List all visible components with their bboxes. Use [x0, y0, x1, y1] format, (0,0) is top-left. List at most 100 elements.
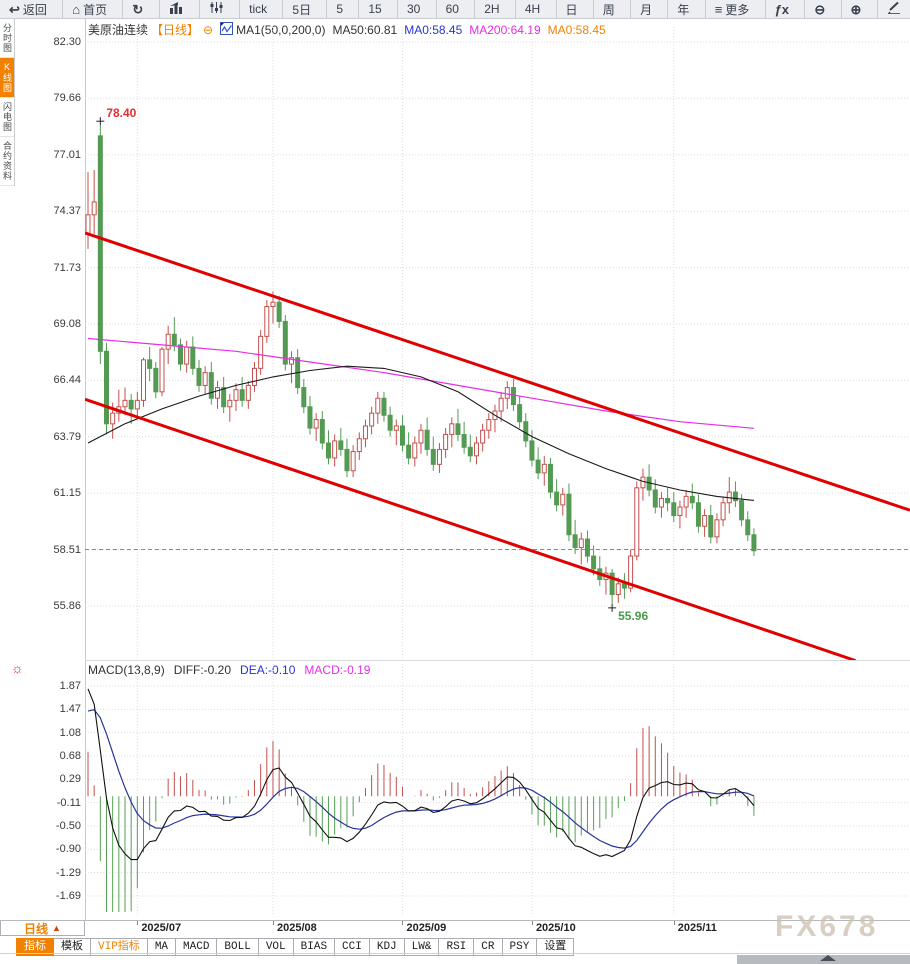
scrollbar-up-arrow-icon[interactable]: [820, 955, 836, 961]
diff-line: [87, 688, 755, 861]
sidebar-item-contract-info[interactable]: 合约资料: [0, 137, 14, 186]
svg-text:55.96: 55.96: [618, 609, 648, 623]
toolbar-button-2h[interactable]: 2H: [474, 0, 508, 18]
period-selector[interactable]: 日线 ▲: [0, 921, 85, 936]
indicator-tab-ma[interactable]: MA: [146, 938, 177, 956]
period-arrow-icon: ▲: [52, 923, 61, 933]
macd-indicator-chart[interactable]: [85, 660, 910, 920]
price-axis-label: 82.30: [53, 36, 81, 48]
macd-axis-label: -1.69: [55, 889, 81, 902]
toolbar-button-zoom-out[interactable]: ⊖: [804, 0, 834, 18]
more-icon: ≡: [714, 1, 723, 17]
indicator-tab-指标[interactable]: 指标: [16, 938, 54, 956]
toolbar-button-fx[interactable]: ƒx: [764, 0, 798, 18]
sidebar-item-kline[interactable]: K线图: [0, 58, 14, 98]
toolbar-button-back[interactable]: ↩ 返回: [0, 0, 56, 18]
month-tick: [137, 921, 139, 925]
toolbar-label: 周: [602, 2, 615, 17]
ma-params: MA1(50,0,200,0): [236, 22, 326, 37]
macd-chart-pane[interactable]: [85, 660, 910, 925]
macd-dea-value: DEA:-0.10: [240, 663, 296, 677]
toolbar-label: 60: [445, 2, 459, 16]
indicator-tab-cr[interactable]: CR: [473, 938, 503, 956]
toolbar-button-5[interactable]: 5: [326, 0, 352, 18]
toolbar-button-zoom-in[interactable]: ⊕: [840, 0, 871, 18]
price-axis-label: 61.15: [53, 487, 81, 500]
pencil-icon: [887, 1, 901, 17]
indicator-tab-lw&[interactable]: LW&: [403, 938, 440, 956]
ma-mini-chart-icon: [220, 21, 234, 38]
toolbar-button-refresh[interactable]: ↻: [122, 0, 152, 18]
macd-header: MACD(13,8,9) DIFF:-0.20 DEA:-0.10 MACD:-…: [88, 663, 370, 677]
bottom-divider: [0, 953, 910, 954]
price-axis-label: 77.01: [53, 148, 81, 161]
symbol-name: 美原油连续: [88, 23, 149, 37]
toolbar-button-30[interactable]: 30: [396, 0, 429, 18]
price-axis-label: 63.79: [53, 430, 81, 443]
toolbar-label: 30: [406, 2, 421, 16]
sidebar-item-lightning[interactable]: 闪电图: [0, 98, 14, 137]
month-label: 2025/08: [276, 922, 317, 934]
toolbar-button-month[interactable]: 月: [630, 0, 661, 18]
indicator-tab-cci[interactable]: CCI: [334, 938, 370, 956]
trend-channel-line[interactable]: [84, 397, 857, 663]
price-axis-label: 66.44: [53, 374, 81, 387]
indicator-tab-psy[interactable]: PSY: [501, 938, 538, 956]
toolbar-button-indicator-settings[interactable]: [198, 0, 233, 18]
price-axis-label: 74.37: [53, 205, 81, 218]
ma200-value: MA200:64.19: [469, 22, 541, 37]
toolbar-label: tick: [249, 2, 268, 16]
toolbar-button-tick[interactable]: tick: [239, 0, 276, 18]
toolbar-button-more[interactable]: ≡ 更多: [704, 0, 759, 18]
macd-axis-label: -0.90: [55, 843, 81, 856]
macd-axis-label: 0.29: [59, 773, 81, 786]
trend-channel-line[interactable]: [84, 231, 910, 512]
dea-line: [87, 709, 755, 849]
macd-axis-label: -0.50: [55, 819, 81, 832]
toolbar-button-year[interactable]: 年: [667, 0, 698, 18]
x-axis: 2025/07 2025/08 2025/09 2025/10 2025/11: [0, 921, 910, 936]
toolbar-button-home[interactable]: ⌂ 首页: [62, 0, 116, 18]
low-price-marker: 55.96: [608, 603, 648, 623]
chart-type-sidebar: 分时图 K线图 闪电图 合约资料: [0, 19, 15, 186]
toolbar-label: 返回: [22, 2, 47, 17]
toolbar-button-day[interactable]: 日: [555, 0, 587, 18]
toolbar-label: 15: [368, 2, 382, 16]
svg-text:78.40: 78.40: [106, 106, 136, 120]
month-tick: [402, 921, 404, 925]
indicator-tab-rsi[interactable]: RSI: [438, 938, 475, 956]
toolbar-button-5d[interactable]: 5日: [282, 0, 320, 18]
price-chart-pane[interactable]: 78.40 55.96: [84, 19, 910, 665]
toolbar-label: 4H: [524, 2, 541, 16]
toolbar-button-chart-type[interactable]: [158, 0, 193, 18]
macd-value: MACD:-0.19: [304, 663, 371, 677]
toolbar-label: 日: [565, 2, 578, 17]
indicator-tab-vol[interactable]: VOL: [257, 938, 294, 956]
collapse-icon[interactable]: ⊖: [203, 22, 214, 37]
sidebar-item-time-share[interactable]: 分时图: [0, 19, 14, 58]
toolbar-button-draw[interactable]: [876, 0, 910, 18]
toolbar-label: 5: [336, 2, 344, 16]
indicator-tab-kdj[interactable]: KDJ: [368, 938, 405, 956]
top-toolbar: ↩ 返回 ⌂ 首页 ↻ tick 5日 5 15 30 60 2H 4H 日 周 月 年 ≡ 更多 ƒx ⊖ ⊕: [0, 0, 910, 19]
indicator-tab-设置[interactable]: 设置: [536, 938, 575, 956]
toolbar-button-15[interactable]: 15: [358, 0, 390, 18]
toolbar-button-week[interactable]: 周: [592, 0, 624, 18]
price-axis-label: 79.66: [53, 92, 81, 105]
indicator-tab-vip指标[interactable]: VIP指标: [90, 938, 148, 956]
toolbar-label: 首页: [83, 2, 108, 17]
zoom-out-icon: ⊖: [814, 1, 826, 17]
sliders-icon: [209, 1, 224, 17]
month-tick: [673, 921, 675, 925]
high-price-marker: 78.40: [96, 106, 137, 126]
fx-icon: ƒx: [774, 1, 790, 17]
candlestick-chart[interactable]: 78.40 55.96: [84, 19, 910, 663]
indicator-tab-macd[interactable]: MACD: [175, 938, 218, 956]
ma200-line: [87, 337, 754, 429]
toolbar-button-4h[interactable]: 4H: [514, 0, 549, 18]
toolbar-button-60[interactable]: 60: [435, 0, 468, 18]
macd-axis-label: 1.87: [59, 680, 81, 692]
indicator-settings-icon[interactable]: ☼: [11, 660, 24, 676]
macd-histogram: [87, 726, 755, 912]
